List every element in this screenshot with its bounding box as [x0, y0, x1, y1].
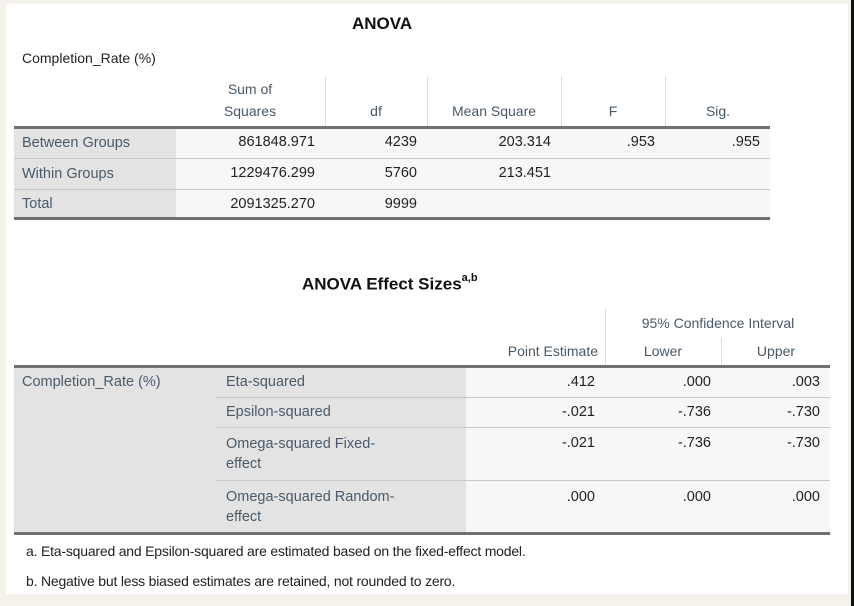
table-top-rule	[14, 126, 770, 129]
row-label-line-1: Omega-squared Fixed-	[226, 436, 376, 452]
col-header-line-1: Sum of	[227, 81, 273, 97]
anova-dependent-variable: Completion_Rate (%)	[22, 50, 156, 66]
cell-sum-of-squares: 861848.971	[238, 134, 315, 150]
row-divider	[14, 158, 770, 159]
cell-point-estimate: .412	[566, 374, 595, 390]
cell-mean-square: 213.451	[498, 165, 551, 181]
effect-sizes-title: ANOVA Effect Sizesa,b	[302, 272, 478, 295]
row-label-total: Total	[14, 190, 176, 218]
cell-upper: .000	[791, 489, 820, 505]
footnote-marker: a,b	[461, 272, 478, 284]
row-divider	[216, 480, 830, 481]
cell-point-estimate: .000	[566, 489, 595, 505]
cell-upper: .003	[791, 374, 820, 390]
cell-sig: .955	[731, 134, 760, 150]
window-edge	[851, 0, 854, 606]
row-label-eta-squared: Eta-squared	[226, 374, 305, 390]
row-label-omega-squared-random: Omega-squared Random- effect	[226, 487, 394, 527]
footnote-b: b. Negative but less biased estimates ar…	[26, 573, 456, 589]
effect-data-area	[466, 368, 830, 532]
anova-title: ANOVA	[352, 14, 413, 33]
cell-lower: -.736	[677, 404, 711, 420]
col-header-line-2: Squares	[223, 103, 277, 119]
row-label-between-groups: Between Groups	[14, 129, 176, 158]
col-header-point-estimate: Point Estimate	[507, 343, 598, 359]
cell-lower: .000	[682, 489, 711, 505]
cell-upper: -.730	[786, 404, 820, 420]
cell-lower: -.736	[677, 435, 711, 451]
table-bottom-rule	[14, 217, 770, 220]
footnote-a: a. Eta-squared and Epsilon-squared are e…	[26, 543, 526, 559]
row-divider	[14, 189, 770, 190]
row-label-epsilon-squared: Epsilon-squared	[226, 404, 331, 420]
col-header-sum-of-squares: Sum of Squares	[176, 78, 324, 122]
cell-lower: .000	[682, 374, 711, 390]
cell-sum-of-squares: 1229476.299	[230, 165, 315, 181]
row-label-within-groups: Within Groups	[14, 159, 176, 189]
row-label-line-2: effect	[226, 456, 262, 472]
table-top-rule	[14, 365, 830, 368]
row-label-line-2: effect	[226, 509, 262, 525]
row-divider	[216, 427, 830, 428]
table-bottom-rule	[14, 532, 830, 535]
row-label-omega-squared-fixed: Omega-squared Fixed- effect	[226, 434, 375, 474]
row-label-line-1: Omega-squared Random-	[226, 489, 395, 505]
cell-sum-of-squares: 2091325.270	[230, 196, 315, 212]
cell-upper: -.730	[786, 435, 820, 451]
effect-sizes-title-text: ANOVA Effect Sizes	[302, 274, 462, 294]
col-header-f: F	[608, 103, 618, 119]
col-header-upper: Upper	[756, 343, 796, 359]
row-divider	[216, 397, 830, 398]
cell-df: 5760	[384, 165, 417, 181]
col-header-lower: Lower	[643, 343, 683, 359]
cell-f: .953	[626, 134, 655, 150]
ci-header: 95% Confidence Interval	[641, 315, 795, 331]
col-header-mean-square: Mean Square	[451, 103, 537, 119]
anova-data-area	[176, 128, 770, 218]
cell-df: 4239	[384, 134, 417, 150]
col-header-sig: Sig.	[705, 103, 731, 119]
cell-mean-square: 203.314	[498, 134, 551, 150]
effect-label-area	[14, 368, 466, 532]
cell-point-estimate: -.021	[561, 404, 595, 420]
cell-point-estimate: -.021	[561, 435, 595, 451]
cell-df: 9999	[384, 196, 417, 212]
effect-group-label: Completion_Rate (%)	[22, 374, 161, 390]
col-header-df: df	[370, 103, 382, 119]
